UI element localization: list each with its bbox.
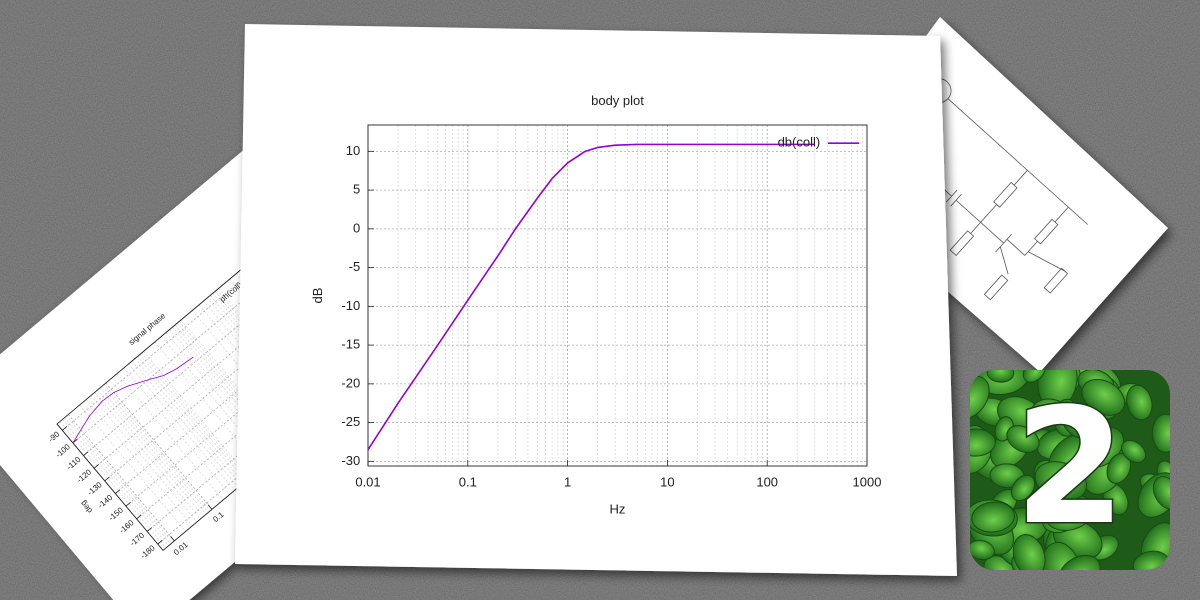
- y-tick: [62, 426, 68, 431]
- y-tick-label: 5: [353, 182, 360, 197]
- x-tick-label: 0.01: [355, 474, 380, 489]
- x-grid-line: [105, 382, 213, 510]
- x-tick: [170, 536, 175, 542]
- x-tick-label: 100: [756, 474, 778, 489]
- badge: 2: [970, 370, 1170, 570]
- y-tick-label: 0: [353, 220, 360, 235]
- y-tick-label: -30: [341, 453, 360, 468]
- x-tick-label: 1000: [853, 474, 882, 489]
- x-axis-label: Hz: [610, 502, 626, 517]
- wire: [1006, 239, 1026, 256]
- series-line: [72, 356, 194, 444]
- y-tick: [115, 489, 121, 494]
- minor-grid-line: [128, 363, 235, 491]
- minor-grid-line: [64, 417, 171, 545]
- leaf: [1121, 439, 1147, 464]
- minor-grid-line: [137, 356, 244, 483]
- leaf: [1061, 408, 1094, 439]
- legend-label: db(coll): [778, 135, 821, 150]
- leaf: [1022, 370, 1047, 383]
- x-tick-label: 1: [564, 474, 571, 489]
- minor-grid-line: [62, 419, 169, 547]
- wire: [1013, 170, 1028, 186]
- minor-grid-line: [66, 415, 173, 543]
- chart-title: body plot: [591, 93, 644, 108]
- minor-grid-line: [116, 373, 224, 501]
- wire: [955, 199, 1004, 244]
- main-paper: 0.01 0.1 1 10 100 1000 10 5 0 -5 -10 -15 -20 -25 -30 bo…: [235, 24, 957, 576]
- main-chart: 0.01 0.1 1 10 100 1000 10 5 0 -5 -10 -15 -20 -25 -30 bo…: [310, 93, 881, 517]
- series-line: [367, 143, 815, 451]
- badge-leaves: [970, 370, 1170, 570]
- minor-grid-line: [94, 392, 201, 520]
- minor-grid-line: [97, 389, 204, 517]
- y-tick-label: 10: [346, 143, 360, 158]
- leaf: [970, 539, 995, 561]
- leaf: [970, 375, 990, 420]
- capacitor: [945, 190, 958, 203]
- x-grid-line: [68, 414, 175, 542]
- plot-frame: [367, 124, 868, 467]
- capacitor: [950, 194, 962, 207]
- leaf: [1058, 554, 1101, 570]
- leaf: [1081, 378, 1126, 416]
- y-axis-label: dB: [310, 288, 325, 304]
- minor-grid-line: [101, 385, 209, 513]
- leaves: [970, 370, 1170, 570]
- minor-grid-line: [131, 360, 239, 488]
- y-tick: [136, 514, 142, 520]
- minor-grid-line: [141, 352, 249, 480]
- minor-grid-line: [79, 404, 186, 532]
- x-tick: [207, 504, 213, 510]
- resistor: [983, 274, 1009, 301]
- minor-grid-line: [85, 399, 193, 527]
- leaf: [1012, 534, 1046, 570]
- minor-grid-line: [139, 354, 247, 482]
- y-tick: [157, 539, 163, 545]
- x-tick-label: 10: [660, 474, 674, 489]
- leaf: [1126, 384, 1153, 421]
- y-tick-label: -5: [349, 259, 361, 274]
- leaf: [986, 370, 1015, 383]
- x-tick-label: 0.1: [459, 474, 477, 489]
- leaf: [971, 501, 1015, 533]
- leaf: [1006, 425, 1040, 453]
- minor-grid-line: [134, 358, 242, 486]
- wire: [1024, 241, 1038, 256]
- leaf: [970, 428, 996, 457]
- minor-grid-line: [143, 351, 250, 479]
- y-grid-line: [72, 275, 273, 444]
- transistor: [995, 233, 1012, 253]
- badge-number: 2: [1014, 373, 1125, 560]
- leaf: [1151, 413, 1170, 453]
- y-grid-line: [62, 262, 262, 431]
- wire: [970, 204, 997, 234]
- leaf: [1010, 474, 1036, 502]
- minor-grid-line: [90, 395, 198, 523]
- y-tick-label: -15: [341, 337, 360, 352]
- leaf: [1152, 476, 1170, 510]
- y-tick: [83, 451, 89, 456]
- wire: [947, 98, 1088, 225]
- y-tick: [93, 464, 99, 469]
- minor-grid-line: [59, 421, 167, 549]
- minor-grid-line: [103, 384, 211, 512]
- y-tick-label: -20: [341, 375, 360, 390]
- y-tick-label: -25: [341, 414, 360, 429]
- wire: [1054, 206, 1069, 223]
- minor-grid-line: [99, 387, 207, 515]
- leaf: [1034, 461, 1087, 502]
- y-tick: [104, 476, 110, 482]
- y-tick: [125, 501, 131, 507]
- wire: [1027, 251, 1065, 272]
- y-tick: [146, 527, 153, 532]
- wire: [999, 246, 1009, 275]
- minor-grid-line: [123, 367, 231, 495]
- y-tick-label: -10: [341, 298, 360, 313]
- resistor: [1034, 218, 1059, 245]
